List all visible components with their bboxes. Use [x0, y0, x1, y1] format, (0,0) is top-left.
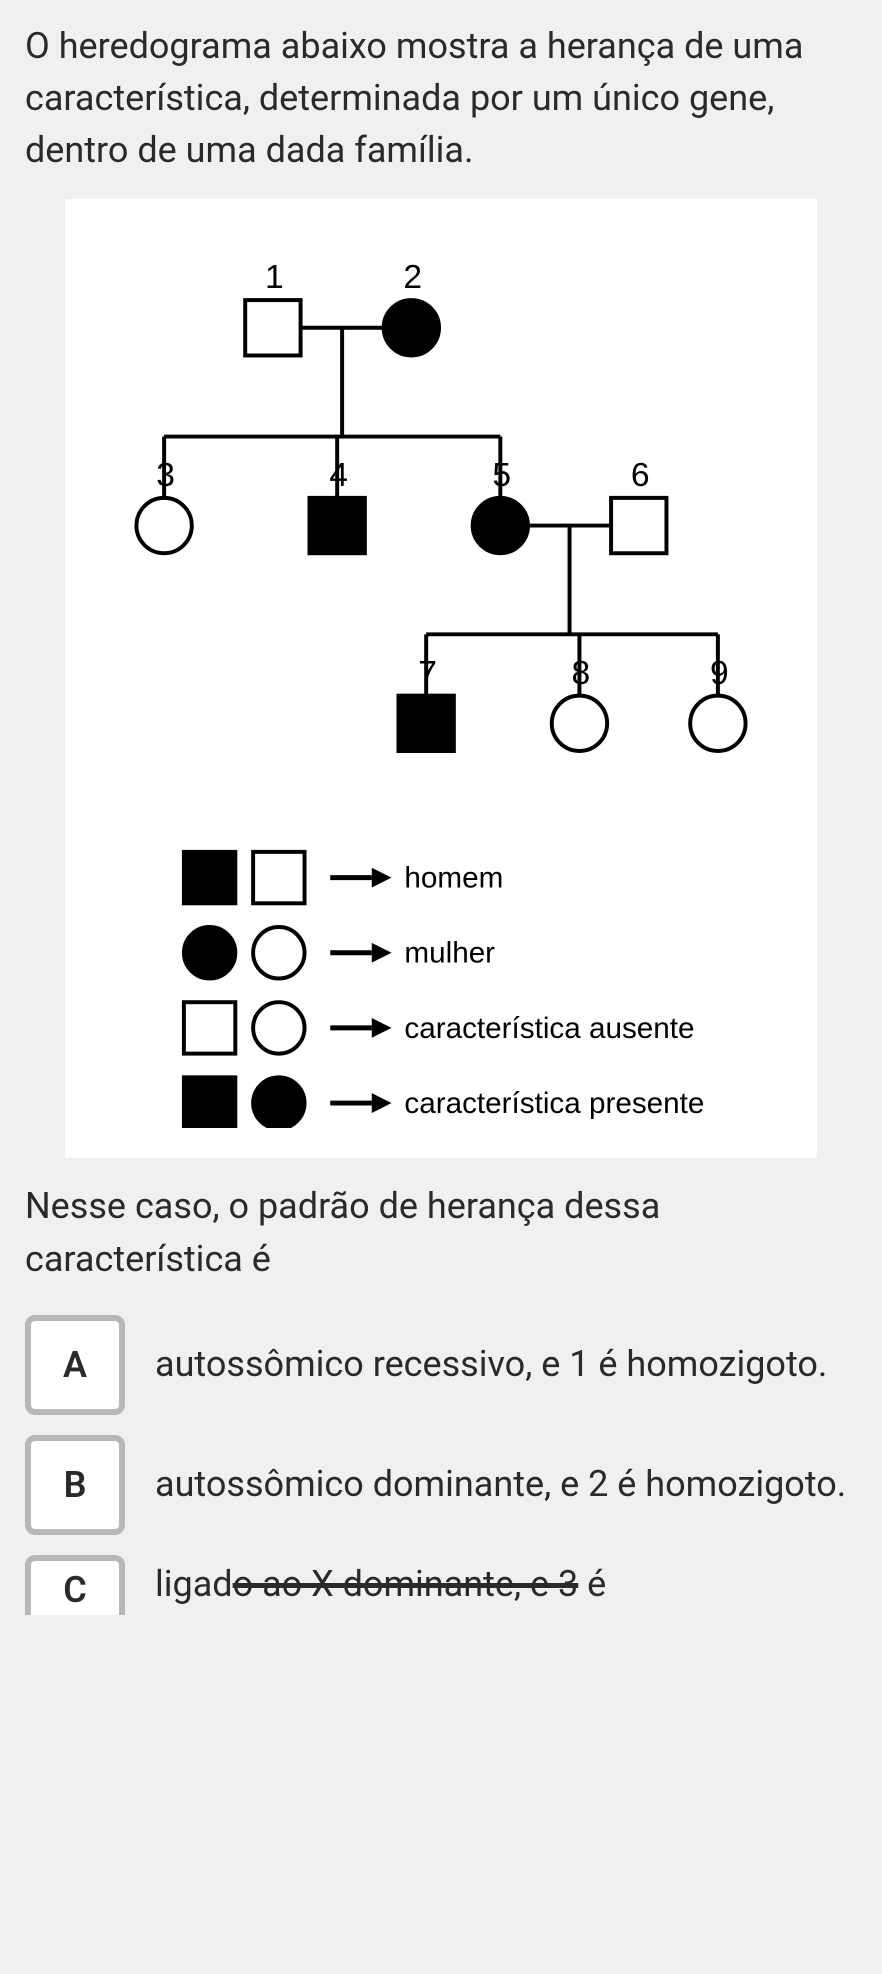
- question-followup: Nesse caso, o padrão de herança dessa ca…: [25, 1180, 857, 1284]
- pedigree-node-label: 6: [631, 457, 650, 494]
- legend-shape: [253, 1002, 304, 1053]
- pedigree-male: [611, 497, 666, 552]
- pedigree-female: [136, 497, 191, 552]
- pedigree-male: [245, 300, 300, 355]
- arrow-icon: [372, 867, 392, 887]
- pedigree-female: [473, 497, 528, 552]
- legend-shape: [184, 1077, 235, 1128]
- option-letter[interactable]: B: [25, 1435, 125, 1535]
- pedigree-female: [552, 695, 607, 750]
- pedigree-node-label: 8: [572, 654, 591, 691]
- pedigree-male: [309, 497, 364, 552]
- option-row[interactable]: Bautossômico dominante, e 2 é homozigoto…: [25, 1435, 857, 1535]
- option-text: ligado ao X dominante, e 3 é: [155, 1560, 606, 1609]
- question-intro: O heredograma abaixo mostra a herança de…: [25, 20, 857, 177]
- option-row[interactable]: Cligado ao X dominante, e 3 é: [25, 1555, 857, 1615]
- arrow-icon: [372, 1093, 392, 1113]
- legend-shape: [253, 851, 304, 902]
- legend-label: homem: [404, 861, 503, 894]
- pedigree-female: [384, 300, 439, 355]
- legend-shape: [184, 1002, 235, 1053]
- pedigree-node-label: 1: [265, 259, 284, 296]
- pedigree-figure: 1 2 3 4 5 6 7 8 9 homem mulher característica ause…: [65, 199, 817, 1159]
- pedigree-svg: 1 2 3 4 5 6 7 8 9 homem mulher característica ause…: [85, 219, 797, 1129]
- options-list: Aautossômico recessivo, e 1 é homozigoto…: [25, 1315, 857, 1615]
- legend-label: mulher: [404, 936, 495, 969]
- arrow-icon: [372, 942, 392, 962]
- legend-shape: [184, 927, 235, 978]
- legend-shape: [184, 851, 235, 902]
- option-text: autossômico recessivo, e 1 é homozigoto.: [155, 1340, 827, 1389]
- option-letter[interactable]: C: [25, 1555, 125, 1615]
- pedigree-male: [398, 695, 453, 750]
- pedigree-node-label: 4: [329, 457, 348, 494]
- pedigree-node-label: 5: [492, 457, 511, 494]
- legend-label: característica presente: [404, 1087, 704, 1120]
- legend-shape: [253, 927, 304, 978]
- option-letter[interactable]: A: [25, 1315, 125, 1415]
- pedigree-node-label: 3: [156, 457, 175, 494]
- pedigree-female: [690, 695, 745, 750]
- legend-shape: [253, 1077, 304, 1128]
- option-text: autossômico dominante, e 2 é homozigoto.: [155, 1460, 846, 1509]
- pedigree-node-label: 2: [403, 259, 422, 296]
- option-row[interactable]: Aautossômico recessivo, e 1 é homozigoto…: [25, 1315, 857, 1415]
- pedigree-node-label: 7: [418, 654, 437, 691]
- legend-label: característica ausente: [404, 1011, 694, 1044]
- pedigree-node-label: 9: [710, 654, 729, 691]
- arrow-icon: [372, 1018, 392, 1038]
